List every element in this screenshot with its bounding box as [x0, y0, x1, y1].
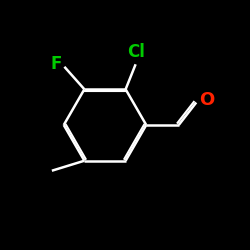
- Text: F: F: [50, 55, 62, 73]
- Text: Cl: Cl: [127, 42, 144, 60]
- Text: O: O: [199, 91, 214, 109]
